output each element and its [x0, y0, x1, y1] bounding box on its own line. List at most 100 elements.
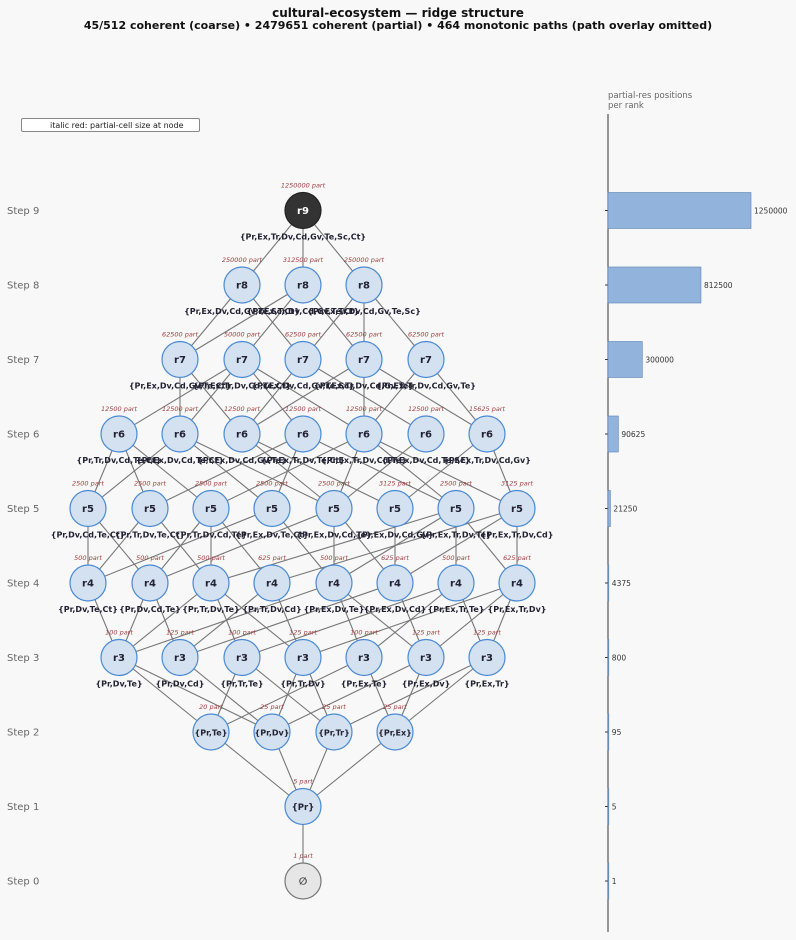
node-part-size: 250000 part — [344, 256, 385, 264]
ridge-node[interactable]: r4 500 part {Pr,Tr,Dv,Te} — [182, 554, 240, 614]
ridge-node[interactable]: r5 2500 part {Pr,Ex,Dv,Cd,Te} — [296, 480, 371, 540]
edge-line — [210, 731, 304, 807]
ridge-node[interactable]: r5 2500 part {Pr,Tr,Dv,Te,Ct} — [115, 480, 185, 540]
node-label: r4 — [205, 579, 217, 590]
legend: italic red: partial-cell size at node — [21, 118, 200, 132]
ridge-node[interactable]: ∅ 1 part — [284, 852, 322, 900]
edge-line — [179, 284, 304, 360]
node-label: r8 — [236, 281, 248, 292]
node-set-label: {Pr,Ex,Tr,Dv,Cd,Te,Ct} — [193, 382, 292, 391]
ridge-node[interactable]: r8 250000 part {Pr,Ex,Dv,Cd,Gv,Te,Sc,Ct} — [184, 256, 300, 316]
ridge-node[interactable]: r6 15625 part {Pr,Ex,Tr,Dv,Cd,Gv} — [443, 405, 531, 465]
bar-value-label: 1 — [612, 877, 617, 886]
ridge-node[interactable]: {Pr,Tr} 25 part — [315, 703, 353, 751]
node-circle — [192, 489, 230, 528]
ridge-node[interactable]: r6 12500 part {Pr,Tr,Dv,Cd,Te,Ct} — [77, 405, 162, 465]
ridge-node[interactable]: r3 100 part {Pr,Ex,Te} — [341, 629, 388, 689]
ridge-node[interactable]: r8 312500 part {Pr,Ex,Tr,Dv,Cd,Gv,Te,Ct} — [247, 256, 360, 316]
node-set-label: {Pr,Tr,Dv,Te,Ct} — [115, 531, 185, 540]
bar-rect — [607, 192, 752, 229]
step-label: Step 7 — [7, 355, 39, 366]
node-circle — [284, 191, 322, 230]
node-part-size: 12500 part — [101, 405, 138, 413]
ridge-node[interactable]: r7 50000 part {Pr,Ex,Tr,Dv,Cd,Te,Ct} — [193, 331, 292, 391]
step-label: Step 5 — [7, 504, 39, 515]
ridge-node[interactable]: r5 2500 part {Pr,Tr,Dv,Cd,Te} — [175, 480, 247, 540]
node-part-size: 625 part — [381, 554, 409, 562]
ridge-node[interactable]: r6 12500 part {Pr,Ex,Tr,Dv,Te,Ct} — [261, 405, 345, 465]
ridge-node[interactable]: r6 12500 part {Pr,Ex,Dv,Cd,Te,Sc} — [382, 405, 471, 465]
ridge-node[interactable]: r7 62500 part {Pr,Ex,Dv,Cd,Gv,Te,Sc} — [251, 331, 354, 391]
node-label: r6 — [420, 430, 432, 441]
ridge-node[interactable]: r3 125 part {Pr,Dv,Cd} — [156, 629, 205, 689]
ridge-node[interactable]: r9 1250000 part {Pr,Ex,Tr,Dv,Cd,Gv,Te,Sc,C… — [240, 182, 366, 242]
node-part-size: 15625 part — [469, 405, 506, 413]
node-set-label: {Pr,Tr,Dv,Cd} — [242, 605, 301, 614]
node-set-label: {Pr,Ex,Tr,Dv,Cd,Gv,Te} — [314, 382, 414, 391]
ridge-node[interactable]: r7 62500 part {Pr,Ex,Tr,Dv,Cd,Gv,Te} — [314, 331, 414, 391]
ridge-node[interactable]: r3 125 part {Pr,Tr,Dv} — [280, 629, 325, 689]
node-part-size: 3125 part — [379, 480, 411, 488]
ridge-node[interactable]: r6 12500 part {Pr,Ex,Tr,Dv,Cd,Te} — [321, 405, 407, 465]
ridge-node[interactable]: r3 100 part {Pr,Tr,Te} — [220, 629, 263, 689]
ridge-node[interactable]: r4 500 part {Pr,Ex,Tr,Te} — [428, 554, 485, 614]
ridge-node[interactable]: {Pr,Te} 20 part — [192, 703, 230, 751]
ridge-node[interactable]: r5 2500 part {Pr,Ex,Tr,Dv,Te} — [420, 480, 491, 540]
node-set-label: {Pr,Ex,Dv,Te,Ct} — [235, 531, 309, 540]
node-set-label: {Pr,Ex,Dv,Cd,Te,Ct} — [136, 456, 224, 465]
node-circle — [498, 564, 536, 602]
bar-rect — [607, 862, 610, 900]
step-label: Step 4 — [7, 579, 39, 590]
ridge-node[interactable]: r4 500 part {Pr,Dv,Cd,Te} — [119, 554, 181, 614]
node-set-label: {Pr,Ex,Tr,Dv,Cd,Gv,Te} — [376, 382, 476, 391]
ridge-node[interactable]: {Pr} 5 part — [284, 778, 322, 826]
node-circle — [284, 787, 322, 826]
node-label: r7 — [236, 355, 248, 366]
ridge-node[interactable]: r4 625 part {Pr,Tr,Dv,Cd} — [242, 554, 301, 614]
ridge-node[interactable]: r4 500 part {Pr,Dv,Te,Ct} — [58, 554, 118, 614]
node-set-label: {Pr,Ex,Tr,Dv,Te} — [420, 531, 491, 540]
ridge-node[interactable]: {Pr,Ex} 25 part — [376, 703, 414, 751]
node-label: r4 — [82, 579, 94, 590]
edge-line — [302, 433, 457, 509]
node-label: r7 — [420, 355, 432, 366]
bar-chart: 1 5 95 800 4375 21250 90625 300000 812500 1250000 — [605, 114, 788, 932]
node-label: r3 — [297, 653, 309, 664]
ridge-node[interactable]: r5 3125 part {Pr,Ex,Tr,Dv,Cd} — [481, 480, 554, 540]
node-label: r7 — [297, 355, 309, 366]
ridge-node[interactable]: r3 125 part {Pr,Ex,Tr} — [464, 629, 509, 689]
node-circle — [315, 564, 353, 602]
ridge-node[interactable]: r6 12500 part {Pr,Ex,Dv,Cd,Gv,Te} — [197, 405, 287, 465]
ridge-node[interactable]: r6 12500 part {Pr,Ex,Dv,Cd,Te,Ct} — [136, 405, 224, 465]
ridge-node[interactable]: r7 62500 part {Pr,Ex,Dv,Cd,Gv,Te,Ct} — [129, 331, 231, 391]
ridge-node[interactable]: r4 500 part {Pr,Ex,Dv,Te} — [304, 554, 365, 614]
node-label: r5 — [511, 504, 523, 515]
node-set-label: {Pr,Ex,Tr,Dv} — [488, 605, 547, 614]
ridge-node[interactable]: r3 100 part {Pr,Dv,Te} — [95, 629, 142, 689]
node-circle — [468, 415, 506, 453]
ridge-node[interactable]: r5 2500 part {Pr,Ex,Dv,Te,Ct} — [235, 480, 309, 540]
ridge-node[interactable]: r3 125 part {Pr,Ex,Dv} — [402, 629, 451, 689]
node-label: r5 — [266, 504, 278, 515]
ridge-node[interactable]: r8 250000 part {Pr,Ex,Tr,Dv,Cd,Gv,Te,Sc} — [307, 256, 421, 316]
node-set-label: {Pr,Dv,Cd,Te} — [119, 605, 181, 614]
ridge-node[interactable]: r4 625 part {Pr,Ex,Dv,Cd} — [364, 554, 427, 614]
ridge-node[interactable]: r5 3125 part {Pr,Ex,Dv,Cd,Gv} — [356, 480, 433, 540]
ridge-node[interactable]: r7 62500 part {Pr,Ex,Tr,Dv,Cd,Gv,Te} — [376, 331, 476, 391]
node-label: r5 — [205, 504, 217, 515]
ridge-node[interactable]: r5 2500 part {Pr,Dv,Cd,Te,Ct} — [51, 480, 126, 540]
node-circle — [100, 638, 138, 677]
node-part-size: 50000 part — [224, 331, 261, 339]
bar-value-label: 95 — [612, 728, 622, 737]
node-set-label: {Pr,Ex,Tr,Dv,Te,Ct} — [261, 456, 345, 465]
node-part-size: 3125 part — [501, 480, 533, 488]
node-part-size: 2500 part — [318, 480, 350, 488]
ridge-node[interactable]: {Pr,Dv} 25 part — [253, 703, 291, 751]
step-label: Step 6 — [7, 430, 39, 441]
node-label: r7 — [174, 355, 186, 366]
bar-rect — [607, 564, 610, 602]
node-part-size: 125 part — [412, 629, 440, 637]
node-part-size: 625 part — [503, 554, 531, 562]
node-circle — [253, 564, 291, 602]
ridge-node[interactable]: r4 625 part {Pr,Ex,Tr,Dv} — [488, 554, 547, 614]
